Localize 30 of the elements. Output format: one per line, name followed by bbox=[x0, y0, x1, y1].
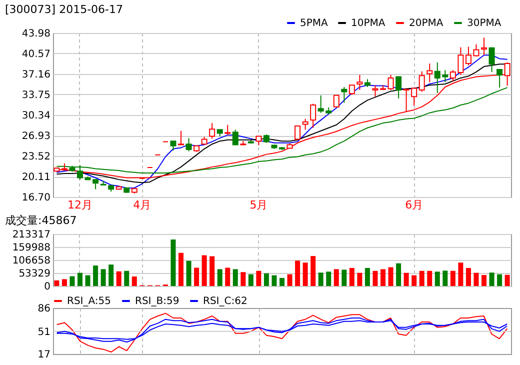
y-tick-label: 213317 bbox=[12, 230, 50, 240]
y-tick-label: 16.70 bbox=[22, 192, 50, 204]
chart-title: [300073] 2015-06-17 bbox=[5, 3, 123, 16]
series-label: RSI_A:55 bbox=[67, 296, 112, 307]
legend-label: RSI_C:62 bbox=[203, 296, 248, 307]
y-tick-label: 30.34 bbox=[22, 110, 50, 122]
y-tick-label: 86 bbox=[38, 304, 50, 314]
legend-label: 20PMA bbox=[409, 18, 444, 29]
y-tick-label: 0 bbox=[44, 282, 50, 292]
y-tick-label: 26.93 bbox=[22, 131, 50, 142]
y-tick-label: 43.98 bbox=[22, 28, 50, 40]
y-tick-label: 23.52 bbox=[22, 152, 50, 162]
y-tick-label: 106658 bbox=[12, 256, 50, 266]
legend-label: 30PMA bbox=[467, 18, 502, 29]
y-tick-label: 159988 bbox=[12, 242, 50, 254]
y-tick-label: 33.75 bbox=[22, 90, 50, 101]
legend-label: RSI_B:59 bbox=[135, 296, 180, 307]
y-tick-label: 20.11 bbox=[22, 172, 50, 183]
x-tick-label: 6月 bbox=[405, 198, 424, 212]
y-tick-label: 17 bbox=[38, 350, 50, 360]
y-tick-label: 51 bbox=[38, 326, 50, 338]
x-tick-label: 12月 bbox=[68, 198, 92, 212]
x-tick-label: 4月 bbox=[133, 198, 152, 212]
legend-label: 10PMA bbox=[351, 18, 386, 29]
y-tick-label: 37.16 bbox=[22, 70, 50, 80]
x-tick-label: 5月 bbox=[250, 198, 268, 212]
chart-title: 成交量:45867 bbox=[5, 214, 77, 227]
y-tick-label: 40.57 bbox=[22, 49, 50, 60]
y-tick-label: 53329 bbox=[18, 268, 50, 280]
legend-label: 5PMA bbox=[300, 18, 328, 29]
